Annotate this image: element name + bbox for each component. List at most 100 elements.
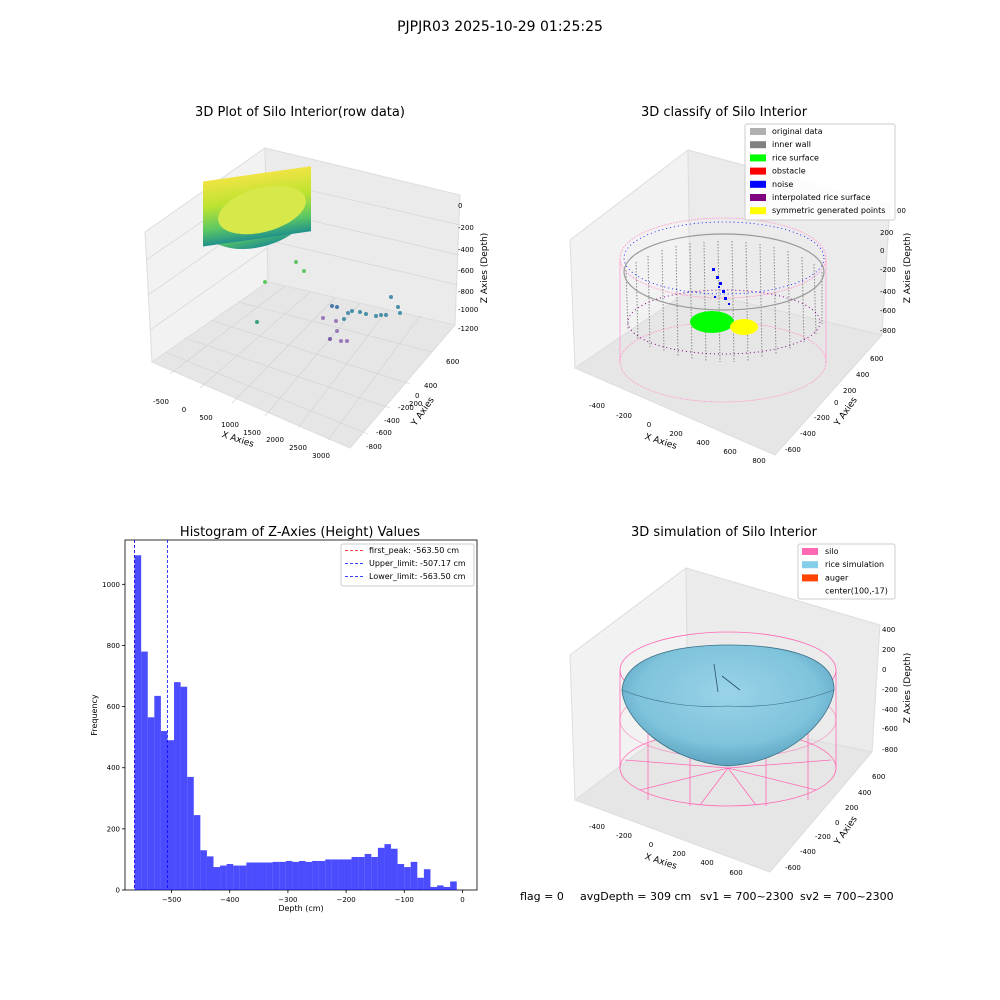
hist-legend-entries: first_peak: -563.50 cm Upper_limit: -507.… [345, 546, 466, 581]
hist-bar [285, 860, 293, 890]
classify-ytick: 200 [843, 387, 856, 395]
raw-zlabel: Z Axies (Depth) [480, 233, 490, 304]
panel-histogram: Histogram of Z-Axies (Height) Values −50… [90, 525, 478, 913]
classify-ztick: 0 [880, 247, 884, 255]
raw-xtick: 500 [199, 414, 212, 422]
classify-z-ticks: 200 0 -200 -400 -600 -800 [880, 229, 896, 335]
raw-ytick: 600 [446, 358, 459, 366]
classify-legend-label: symmetric generated points [772, 206, 885, 215]
raw-xtick: 1500 [243, 429, 261, 437]
hist-bar [404, 867, 411, 890]
hist-bar [154, 695, 161, 890]
hist-bar [331, 859, 339, 890]
hist-bar [377, 847, 385, 890]
classify-y-ticks: 600 400 200 0 -200 -400 -600 [785, 355, 883, 454]
panel-simulation-3d: 3D simulation of Silo Interior -400 -200 [569, 525, 913, 877]
sim-ztick: -600 [882, 725, 898, 733]
raw-ztick: -400 [458, 246, 474, 254]
hist-bar [450, 881, 457, 890]
classify-xtick: 0 [647, 421, 651, 429]
sim-xtick: -400 [589, 823, 605, 831]
hist-bar [272, 861, 280, 890]
classify-legend-clipped-tick: 00 [897, 207, 906, 215]
classify-xtick: 800 [752, 457, 765, 465]
hist-bar [213, 867, 221, 890]
classify-legend-label: noise [772, 180, 793, 189]
hist-xtick-label: 0 [460, 896, 464, 904]
classify-xtick: 600 [723, 448, 736, 456]
hist-legend-label: Lower_limit: -563.50 cm [369, 572, 466, 581]
hist-bar [134, 555, 142, 890]
classify-legend-label: obstacle [772, 167, 806, 176]
classify-rice-surface [690, 311, 734, 333]
hist-xtick-label: −300 [278, 896, 297, 904]
classify-floor-pane [573, 289, 883, 456]
status-avg-depth: avgDepth = 309 cm [580, 890, 691, 903]
hist-bar [417, 877, 424, 890]
classify-xtick: 400 [696, 439, 709, 447]
hist-xtick-label: −200 [336, 896, 355, 904]
sim-legend-swatch [802, 561, 818, 569]
sim-legend-entries: silo rice simulation auger center(100,-17) [802, 547, 888, 596]
hist-ytick-label: 200 [107, 825, 120, 833]
hist-bar [358, 856, 365, 890]
classify-legend-label: interpolated rice surface [772, 193, 870, 202]
raw-xtick: 2500 [289, 444, 307, 452]
classify-x-ticks: -400 -200 0 200 400 600 800 [589, 402, 766, 465]
raw-ztick: -600 [458, 267, 474, 275]
sim-xtick: 0 [649, 841, 653, 849]
classify-legend-swatch [750, 194, 766, 201]
hist-bar [430, 886, 438, 890]
raw-ztick: 0 [458, 202, 462, 210]
hist-ytick-label: 600 [107, 703, 120, 711]
hist-bar [266, 862, 273, 890]
classify-ytick: 0 [834, 399, 838, 407]
classify-legend-swatch [750, 207, 766, 215]
raw-ytick: 200 [409, 400, 422, 408]
hist-ytick-label: 400 [107, 764, 120, 772]
hist-bar [391, 848, 398, 890]
sim-legend-label: auger [825, 573, 849, 582]
sim-xtick: 600 [729, 869, 742, 877]
hist-bar [292, 861, 299, 890]
hist-bar [371, 856, 378, 890]
classify-xtick: -200 [616, 412, 632, 420]
sim-z-ticks: 400 200 0 -200 -400 -600 -800 [882, 626, 898, 754]
panel-raw-3d: 3D Plot of Silo Interior(row data) [144, 105, 490, 460]
raw-ytick: 0 [415, 392, 419, 400]
sim-zlabel: Z Axies (Depth) [903, 653, 913, 724]
hist-bar [180, 686, 188, 890]
hist-bar [325, 859, 332, 890]
hist-bar [167, 740, 175, 890]
hist-bar [226, 864, 234, 890]
hist-xtick-label: −100 [395, 896, 414, 904]
hist-legend-label: Upper_limit: -507.17 cm [369, 559, 466, 568]
sim-ytick: 0 [835, 819, 839, 827]
status-line: flag = 0 avgDepth = 309 cm sv1 = 700~230… [520, 890, 894, 903]
hist-bar [312, 860, 319, 890]
sim-x-ticks: -400 -200 0 200 400 600 [589, 823, 743, 877]
classify-legend-swatch [750, 180, 766, 188]
sim-ztick: 0 [882, 666, 886, 674]
hist-bar [141, 651, 148, 890]
hist-bar [338, 859, 345, 890]
hist-bar [305, 861, 313, 890]
hist-bar [443, 886, 451, 890]
classify-legend-entries: original data inner wall rice surface obsta… [750, 127, 885, 215]
hist-xtick-label: −500 [162, 896, 181, 904]
hist-bar [252, 862, 260, 890]
classify-title: 3D classify of Silo Interior [641, 105, 808, 120]
sim-xtick: -200 [616, 832, 632, 840]
classify-wall-ring [623, 233, 825, 311]
hist-bar [174, 682, 181, 890]
sim-ztick: -200 [882, 686, 898, 694]
raw-silo-inner [218, 185, 306, 235]
sim-ztick: -800 [882, 746, 898, 754]
panel-classify-3d: 3D classify of Silo Interior [569, 105, 913, 465]
hist-y-ticks: 0 200 400 600 800 1000 [102, 581, 125, 895]
sim-ytick: 400 [858, 789, 871, 797]
hist-xtick-label: −400 [220, 896, 239, 904]
sim-title: 3D simulation of Silo Interior [631, 525, 818, 540]
raw-xtick: 2000 [266, 436, 284, 444]
classify-legend-swatch [750, 141, 766, 149]
